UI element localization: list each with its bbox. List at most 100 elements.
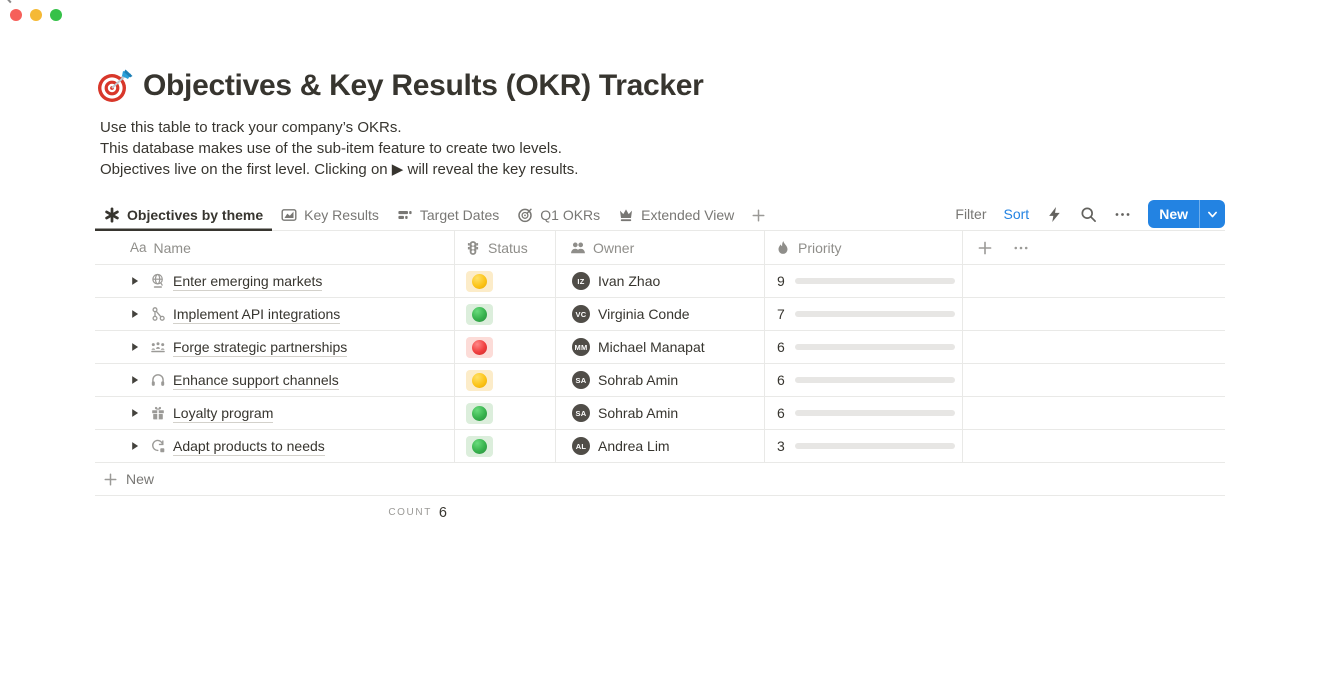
expand-toggle-icon[interactable] <box>125 271 145 291</box>
page-link[interactable]: Enter emerging markets <box>173 272 323 291</box>
table-row: Forge strategic partnerships MM Michael … <box>95 331 1225 364</box>
priority-cell[interactable]: 7 <box>765 298 963 330</box>
name-cell[interactable]: Enter emerging markets <box>95 265 455 297</box>
table-row: Enhance support channels SA Sohrab Amin … <box>95 364 1225 397</box>
zoom-button[interactable] <box>50 9 62 21</box>
status-dot-icon <box>472 438 487 454</box>
expand-toggle-icon[interactable] <box>125 436 145 456</box>
status-cell[interactable] <box>455 298 556 330</box>
page-link[interactable]: Loyalty program <box>173 404 274 423</box>
chart-icon <box>281 207 297 223</box>
name-cell[interactable]: Forge strategic partnerships <box>95 331 455 363</box>
people-icon <box>570 240 586 256</box>
column-options-icon[interactable] <box>1013 240 1029 256</box>
flame-icon <box>775 240 791 256</box>
sort-button[interactable]: Sort <box>1003 206 1030 222</box>
status-badge-green[interactable] <box>466 303 493 325</box>
new-row-button[interactable]: New <box>95 463 1225 496</box>
bolt-icon[interactable] <box>1046 206 1063 223</box>
text-icon: Aa <box>130 240 147 255</box>
close-button[interactable] <box>10 9 22 21</box>
empty-cell[interactable] <box>963 397 1225 429</box>
filter-button[interactable]: Filter <box>955 206 987 222</box>
expand-toggle-icon[interactable] <box>125 337 145 357</box>
view-tab-target-dates[interactable]: Target Dates <box>388 199 508 231</box>
priority-cell[interactable]: 6 <box>765 364 963 396</box>
headphones-icon <box>149 371 167 389</box>
priority-bar <box>795 410 955 416</box>
status-cell[interactable] <box>455 364 556 396</box>
page-title: Objectives & Key Results (OKR) Tracker <box>143 69 704 102</box>
empty-cell[interactable] <box>963 265 1225 297</box>
dartboard-emoji[interactable] <box>97 68 133 104</box>
status-badge-green[interactable] <box>466 435 493 457</box>
empty-cell[interactable] <box>963 364 1225 396</box>
add-view-button[interactable] <box>743 199 774 231</box>
minimize-button[interactable] <box>30 9 42 21</box>
status-badge-yellow[interactable] <box>466 270 493 292</box>
partnership-icon <box>149 338 167 356</box>
name-cell[interactable]: Loyalty program <box>95 397 455 429</box>
owner-cell[interactable]: AL Andrea Lim <box>556 430 765 462</box>
new-button-label[interactable]: New <box>1159 206 1188 222</box>
add-column-icon[interactable] <box>977 240 993 256</box>
expand-toggle-icon[interactable] <box>125 304 145 324</box>
priority-cell[interactable]: 6 <box>765 397 963 429</box>
expand-toggle-icon[interactable] <box>125 370 145 390</box>
owner-cell[interactable]: MM Michael Manapat <box>556 331 765 363</box>
count-footer[interactable]: COUNT 6 <box>95 496 455 529</box>
empty-cell[interactable] <box>963 298 1225 330</box>
owner-cell[interactable]: SA Sohrab Amin <box>556 364 765 396</box>
view-tab-extended-view[interactable]: Extended View <box>609 199 743 231</box>
integration-icon <box>149 305 167 323</box>
description-line: This database makes use of the sub-item … <box>100 140 562 157</box>
avatar: IZ <box>572 272 590 290</box>
expand-toggle-icon[interactable] <box>125 403 145 423</box>
status-cell[interactable] <box>455 397 556 429</box>
column-header-label: Status <box>488 239 528 256</box>
owner-cell[interactable]: IZ Ivan Zhao <box>556 265 765 297</box>
name-cell[interactable]: Implement API integrations <box>95 298 455 330</box>
owner-name: Virginia Conde <box>598 306 690 322</box>
view-tab-key-results[interactable]: Key Results <box>272 199 388 231</box>
column-header-owner[interactable]: Owner <box>556 231 765 264</box>
view-tab-objectives-by-theme[interactable]: Objectives by theme <box>95 199 272 231</box>
page-link[interactable]: Adapt products to needs <box>173 437 325 456</box>
column-header-status[interactable]: Status <box>455 231 556 264</box>
priority-value: 6 <box>777 372 785 388</box>
table-row: Implement API integrations VC Virginia C… <box>95 298 1225 331</box>
name-cell[interactable]: Enhance support channels <box>95 364 455 396</box>
column-header-label: Name <box>153 239 191 256</box>
page-link[interactable]: Forge strategic partnerships <box>173 338 348 357</box>
empty-cell[interactable] <box>963 331 1225 363</box>
screenshot-corner-artifact <box>0 0 12 3</box>
column-header-name[interactable]: Aa Name <box>95 231 455 264</box>
priority-cell[interactable]: 9 <box>765 265 963 297</box>
view-tab-q1-okrs[interactable]: Q1 OKRs <box>508 199 609 231</box>
status-cell[interactable] <box>455 430 556 462</box>
status-cell[interactable] <box>455 265 556 297</box>
status-badge-yellow[interactable] <box>466 369 493 391</box>
status-badge-green[interactable] <box>466 402 493 424</box>
empty-cell[interactable] <box>963 430 1225 462</box>
owner-name: Sohrab Amin <box>598 372 679 388</box>
page-link[interactable]: Implement API integrations <box>173 305 341 324</box>
status-badge-red[interactable] <box>466 336 493 358</box>
page-link[interactable]: Enhance support channels <box>173 371 339 390</box>
name-cell[interactable]: Adapt products to needs <box>95 430 455 462</box>
status-cell[interactable] <box>455 331 556 363</box>
owner-cell[interactable]: SA Sohrab Amin <box>556 397 765 429</box>
chevron-down-icon[interactable] <box>1199 200 1225 228</box>
priority-cell[interactable]: 6 <box>765 331 963 363</box>
search-icon[interactable] <box>1080 206 1097 223</box>
status-dot-icon <box>472 372 487 388</box>
owner-name: Sohrab Amin <box>598 405 679 421</box>
more-options-icon[interactable] <box>1114 206 1131 223</box>
table-body: Enter emerging markets IZ Ivan Zhao 9 Im… <box>95 265 1225 463</box>
column-header-priority[interactable]: Priority <box>765 231 963 264</box>
new-button[interactable]: New <box>1148 200 1225 228</box>
priority-bar <box>795 443 955 449</box>
priority-cell[interactable]: 3 <box>765 430 963 462</box>
owner-cell[interactable]: VC Virginia Conde <box>556 298 765 330</box>
view-tab-label: Q1 OKRs <box>540 207 601 223</box>
